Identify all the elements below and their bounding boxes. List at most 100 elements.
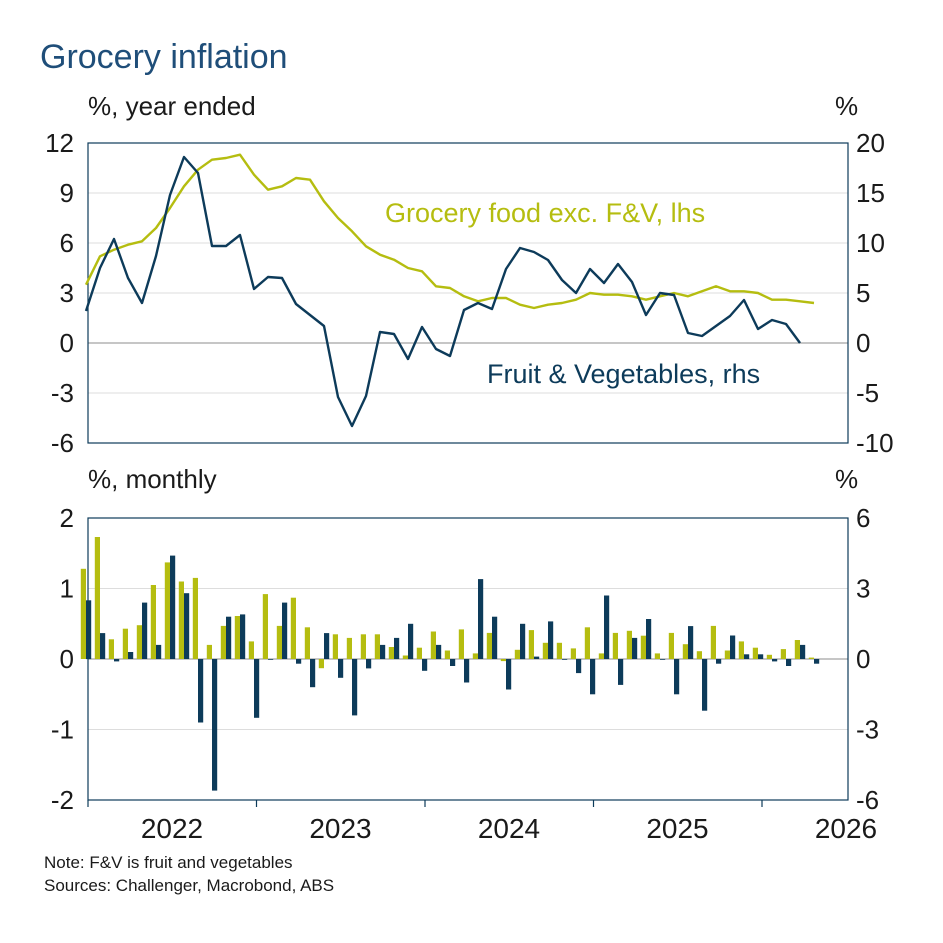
fv-bar (380, 644, 386, 659)
fv-bar (744, 654, 750, 659)
grocery-bar (416, 647, 422, 659)
grocery-bar (346, 637, 352, 659)
fv-bar (170, 555, 176, 659)
fv-bar (394, 637, 400, 659)
grocery-bar (626, 630, 632, 659)
grocery-bar (640, 635, 646, 659)
grocery-bar (500, 659, 506, 662)
fv-bar (86, 600, 92, 660)
grocery-bar (318, 659, 324, 669)
fv-bar (534, 656, 540, 659)
fv-bar (212, 659, 218, 791)
x-tick-label-2023: 2023 (309, 813, 371, 844)
fv-bar (114, 659, 120, 662)
grocery-bar (374, 634, 380, 659)
grocery-bar (430, 631, 436, 659)
plot-frame (87, 142, 849, 444)
fv-bar (296, 659, 302, 664)
fv-bar (464, 659, 470, 683)
grocery-bar (738, 641, 744, 659)
x-tick-label-2026: 2026 (815, 813, 877, 844)
fv-bar (142, 602, 148, 659)
y-right-tick-label: 6 (856, 503, 870, 533)
grocery-bar (808, 657, 814, 659)
fv-bar (450, 659, 456, 666)
grocery-bar (752, 647, 758, 659)
fv-bar (562, 659, 568, 660)
fv-bar (786, 659, 792, 666)
fv-bar (478, 579, 484, 659)
fv-bar (758, 654, 764, 659)
grocery-bar (528, 630, 534, 659)
y-left-tick-label: -2 (51, 785, 74, 815)
grocery-bar (220, 625, 226, 659)
grocery-bar (192, 577, 198, 659)
grocery-series-label: Grocery food exc. F&V, lhs (385, 198, 705, 228)
y-right-tick-label: 5 (856, 278, 870, 308)
grocery-bar (304, 627, 310, 659)
grocery-bar (108, 639, 114, 659)
grocery-bar (570, 648, 576, 659)
y-right-tick-label: 3 (856, 574, 870, 604)
grocery-bar (458, 629, 464, 659)
grocery-bar (136, 625, 142, 659)
grocery-bar (710, 625, 716, 659)
y-left-tick-label: 0 (60, 328, 74, 358)
fv-bar (688, 626, 694, 659)
y-left-tick-label: 3 (60, 278, 74, 308)
y-right-tick-label: -10 (856, 428, 894, 458)
y-left-tick-label: 0 (60, 644, 74, 674)
fv-bar (674, 659, 680, 695)
grocery-bar (248, 641, 254, 659)
grocery-bar (766, 654, 772, 659)
fv-bar (408, 623, 414, 660)
fv-bar (604, 595, 610, 659)
fv-bar (268, 659, 274, 660)
grocery-bar (584, 627, 590, 659)
grocery-bar (164, 562, 170, 659)
y-left-tick-label: -1 (51, 715, 74, 745)
grocery-bar (654, 653, 660, 659)
top-panel: 12 9 6 3 0 -3 -6 20 15 10 5 0 -5 -10 (45, 128, 894, 458)
fv-bar (324, 633, 330, 659)
grocery-bar (234, 616, 240, 659)
y-left-tick-label: 12 (45, 128, 74, 158)
y-left-tick-label: 1 (60, 574, 74, 604)
y-left-tick-label: 9 (60, 178, 74, 208)
sources: Sources: Challenger, Macrobond, ABS (44, 876, 335, 895)
grocery-bar (668, 632, 674, 659)
fv-bar (338, 659, 344, 678)
grocery-line (84, 153, 815, 310)
grocery-bar (612, 632, 618, 659)
grocery-bar (80, 568, 86, 659)
fv-bar (506, 659, 512, 690)
fv-bar (128, 652, 134, 659)
fv-bar (800, 644, 806, 659)
y-left-tick-label: -6 (51, 428, 74, 458)
fv-bar (422, 659, 428, 671)
grocery-bar (486, 632, 492, 659)
fv-bar (730, 635, 736, 659)
y-right-tick-label: 0 (856, 328, 870, 358)
fv-bar (716, 659, 722, 664)
fv-bar (814, 659, 820, 664)
x-tick-label-2025: 2025 (646, 813, 708, 844)
bottom-right-unit: % (835, 464, 859, 494)
fv-line (84, 155, 801, 428)
fv-bar (282, 602, 288, 659)
grocery-bar (276, 625, 282, 659)
grocery-bar (150, 585, 156, 659)
fv-bar (702, 659, 708, 711)
grocery-bar (444, 650, 450, 659)
fv-bar (366, 659, 372, 669)
fv-bar (660, 659, 666, 660)
fv-bar (310, 659, 316, 688)
grocery-bar (332, 634, 338, 659)
grocery-bar (556, 642, 562, 659)
grocery-bar (262, 594, 268, 659)
fv-bar (590, 659, 596, 695)
x-tick-label-2022: 2022 (141, 813, 203, 844)
fv-bar (254, 659, 260, 718)
grocery-bar (780, 649, 786, 659)
